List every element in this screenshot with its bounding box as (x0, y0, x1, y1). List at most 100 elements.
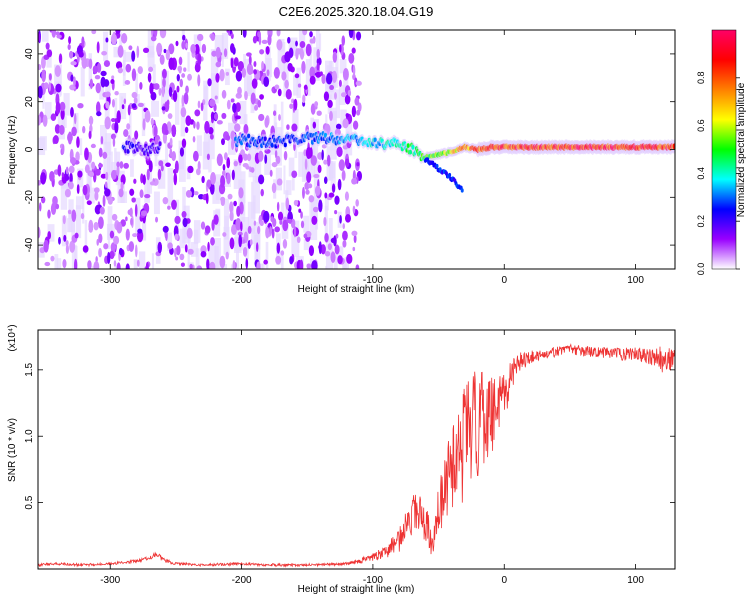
noise-speck (312, 121, 317, 129)
noise-speck (300, 211, 303, 219)
noise-speck (248, 55, 252, 65)
noise-speck (274, 149, 278, 159)
noise-speck (118, 247, 123, 256)
noise-streak (105, 81, 111, 98)
noise-speck (209, 261, 216, 269)
noise-speck (107, 196, 113, 205)
noise-speck (185, 115, 192, 127)
snr-x-axis: -300 -200 -100 0 100 (100, 330, 644, 586)
noise-streak (208, 245, 216, 269)
noise-speck (316, 48, 320, 59)
noise-speck (167, 205, 171, 210)
noise-speck (95, 101, 101, 115)
noise-speck (260, 188, 264, 197)
noise-speck (153, 30, 158, 38)
noise-speck (309, 38, 316, 44)
noise-speck (309, 66, 316, 79)
noise-speck (271, 182, 277, 194)
noise-speck (187, 165, 194, 174)
noise-speck (77, 103, 84, 109)
colorbar-tick-label: 0.0 (696, 263, 706, 276)
noise-speck (323, 216, 327, 227)
noise-speck (175, 256, 179, 261)
noise-streak (99, 81, 105, 100)
noise-streak (195, 248, 200, 269)
noise-speck (43, 82, 49, 90)
noise-speck (258, 174, 265, 185)
noise-speck (275, 155, 281, 164)
noise-speck (134, 244, 138, 258)
noise-speck (174, 215, 181, 225)
noise-speck (215, 61, 222, 68)
noise-speck (100, 173, 107, 179)
noise-speck (54, 124, 61, 134)
noise-streak (221, 32, 229, 59)
noise-speck (38, 85, 43, 99)
noise-speck (181, 210, 187, 218)
noise-streak (288, 157, 295, 177)
noise-streak (203, 80, 208, 121)
noise-streak (147, 51, 155, 68)
noise-speck (82, 125, 86, 134)
noise-speck (221, 89, 227, 99)
noise-speck (256, 261, 261, 269)
noise-speck (181, 94, 185, 108)
colorbar-tick-label: 0.6 (696, 119, 706, 132)
noise-speck (88, 130, 92, 140)
noise-streak (108, 151, 113, 176)
noise-speck (233, 160, 238, 167)
noise-streak (343, 145, 348, 160)
noise-speck (200, 221, 206, 230)
noise-speck (347, 89, 352, 97)
noise-speck (104, 181, 108, 188)
figure-title: C2E6.2025.320.18.04.G19 (279, 4, 434, 19)
noise-speck (337, 255, 343, 265)
noise-streak (280, 101, 284, 137)
noise-speck (109, 230, 115, 239)
noise-speck (153, 125, 158, 137)
noise-speck (353, 234, 357, 244)
noise-speck (253, 60, 257, 68)
colorbar-tick-label: 0.2 (696, 215, 706, 228)
noise-speck (270, 216, 274, 223)
noise-speck (131, 50, 136, 62)
noise-speck (93, 187, 100, 193)
colorbar: 0.0 0.2 0.4 0.6 0.8 Normalized spectral ampl… (696, 29, 747, 276)
noise-streak (344, 257, 347, 269)
noise-streak (63, 93, 70, 116)
noise-streak (310, 117, 314, 132)
noise-speck (69, 172, 73, 184)
noise-speck (134, 130, 139, 140)
noise-speck (285, 197, 290, 211)
noise-speck (111, 99, 115, 108)
noise-speck (209, 133, 214, 140)
noise-streak (292, 109, 299, 133)
spectrogram-x-tick-label: -100 (363, 275, 383, 286)
noise-speck (63, 234, 67, 242)
noise-streak (165, 142, 169, 163)
noise-speck (318, 199, 323, 213)
noise-speck (38, 32, 41, 43)
noise-speck (306, 171, 312, 184)
snr-x-label: Height of straight line (km) (298, 584, 415, 595)
spectrogram-y-label: Frequency (Hz) (7, 116, 18, 185)
noise-speck (296, 48, 301, 55)
noise-speck (346, 253, 353, 264)
noise-speck (110, 117, 116, 123)
noise-speck (345, 113, 350, 118)
noise-speck (313, 173, 320, 179)
noise-speck (305, 43, 312, 57)
noise-speck (90, 143, 96, 149)
noise-streak (196, 135, 202, 156)
noise-speck (44, 261, 51, 267)
noise-speck (219, 255, 226, 269)
noise-speck (232, 102, 237, 113)
noise-speck (58, 236, 61, 245)
noise-speck (130, 217, 133, 226)
noise-streak (186, 166, 191, 180)
noise-speck (114, 90, 119, 96)
noise-speck (116, 161, 120, 168)
noise-speck (171, 151, 177, 162)
noise-speck (165, 230, 168, 241)
noise-streak (247, 201, 256, 234)
